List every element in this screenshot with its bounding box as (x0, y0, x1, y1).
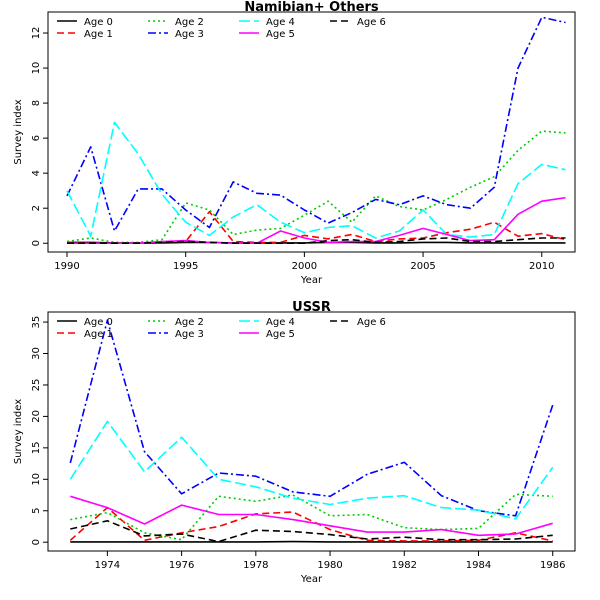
series-line-age-2 (70, 493, 553, 541)
legend-label: Age 4 (266, 317, 295, 328)
y-tick-label: 4 (31, 170, 42, 176)
y-tick-label: 0 (31, 539, 42, 545)
series-lines (66, 16, 566, 244)
y-axis-label: Survey index (13, 399, 24, 464)
chart-title: USSR (292, 300, 331, 315)
series-lines (69, 319, 554, 543)
series-line-age-4 (66, 121, 566, 239)
y-tick-label: 10 (31, 473, 42, 486)
y-axis: 0 5 10 15 20 25 30 35 Survey index (13, 316, 48, 545)
series-line-age-6 (67, 237, 566, 244)
y-tick-label: 2 (31, 205, 42, 211)
x-tick-label: 1986 (540, 560, 565, 571)
x-tick-label: 1974 (95, 560, 120, 571)
x-tick-label: 1976 (169, 560, 194, 571)
legend-label: Age 0 (84, 317, 113, 328)
y-axis: 0 2 4 6 8 10 12 Survey index (13, 27, 48, 246)
series-line-age-3 (66, 16, 566, 232)
x-axis: 1974 1976 1978 1980 1982 1984 1986 Year (95, 551, 565, 585)
y-tick-label: 8 (31, 100, 42, 106)
chart-panel-2: USSR 1974 1976 1978 1980 1982 1984 1986 Year 0 5 10… (13, 300, 576, 585)
x-tick-label: 2010 (529, 261, 554, 272)
legend-label: Age 5 (266, 29, 295, 40)
x-tick-label: 1982 (392, 560, 417, 571)
legend-label: Age 4 (266, 17, 295, 28)
legend-label: Age 2 (175, 317, 204, 328)
legend-label: Age 5 (266, 329, 295, 340)
legend-label: Age 1 (84, 29, 113, 40)
legend-label: Age 3 (175, 29, 204, 40)
legend-label: Age 0 (84, 17, 113, 28)
plot-frame (47, 311, 576, 552)
y-tick-label: 6 (31, 135, 42, 141)
x-axis-label: Year (300, 275, 323, 286)
legend-label: Age 1 (84, 329, 113, 340)
x-tick-label: 1980 (317, 560, 342, 571)
x-tick-label: 1978 (243, 560, 268, 571)
x-tick-label: 1990 (54, 261, 79, 272)
x-tick-label: 2000 (292, 261, 317, 272)
y-tick-label: 0 (31, 240, 42, 246)
y-tick-label: 20 (31, 410, 42, 423)
y-axis-label: Survey index (13, 99, 24, 164)
legend-label: Age 6 (357, 317, 386, 328)
chart-title: Namibian+ Others (244, 0, 379, 15)
y-tick-label: 15 (31, 441, 42, 454)
plot-frame (47, 11, 576, 253)
legend-label: Age 3 (175, 329, 204, 340)
y-tick-label: 30 (31, 347, 42, 360)
legend-label: Age 2 (175, 17, 204, 28)
y-tick-label: 10 (31, 62, 42, 75)
y-tick-label: 35 (31, 316, 42, 329)
y-tick-label: 12 (31, 27, 42, 40)
legend-label: Age 6 (357, 17, 386, 28)
series-line-age-3 (69, 319, 554, 517)
series-line-age-2 (66, 130, 566, 244)
x-axis-label: Year (300, 574, 323, 585)
x-axis: 1990 1995 2000 2005 2010 Year (54, 252, 554, 286)
x-tick-label: 2005 (410, 261, 435, 272)
y-tick-label: 5 (31, 508, 42, 514)
series-line-age-4 (69, 420, 554, 520)
x-tick-label: 1995 (173, 261, 198, 272)
series-line-age-5 (70, 495, 553, 537)
series-line-age-6 (70, 519, 553, 543)
y-tick-label: 25 (31, 379, 42, 392)
x-tick-label: 1984 (466, 560, 491, 571)
